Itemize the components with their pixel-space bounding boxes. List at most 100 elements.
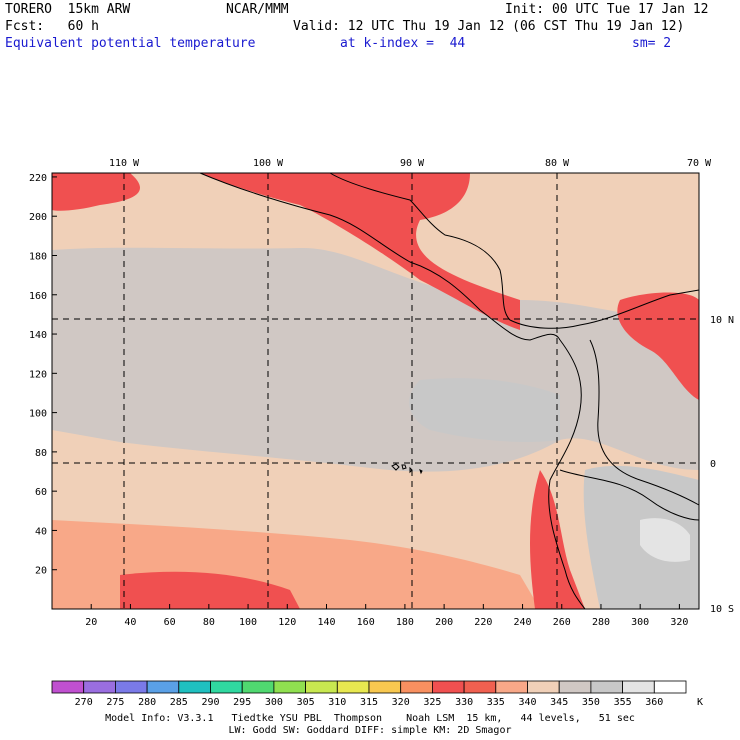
colorbar-level-label: 305	[297, 697, 315, 708]
galapagos-islands	[391, 463, 423, 475]
border-peru	[559, 469, 700, 521]
colorbar-swatch	[273, 680, 306, 694]
colorbar-level-label: 330	[455, 697, 473, 708]
colorbar-level-label: 315	[360, 697, 378, 708]
model-info-line2: LW: Godd SW: Goddard DIFF: simple KM: 2D…	[228, 725, 512, 736]
lon-label-110w: 110 W	[109, 158, 140, 169]
colorbar-level-label: 355	[614, 697, 632, 708]
colorbar-level-label: 320	[392, 697, 410, 708]
colorbar-level-label: 285	[170, 697, 188, 708]
y-axis-ticks: 220 200 180 160 140 120 100 80 60 40 20	[29, 173, 57, 577]
x-tick-label: 40	[124, 617, 136, 628]
colorbar-level-label: 290	[201, 697, 219, 708]
colorbar-swatch	[305, 680, 338, 694]
y-tick-label: 80	[35, 448, 47, 459]
lon-label-80w: 80 W	[545, 158, 570, 169]
colorbar-level-label: 345	[550, 697, 568, 708]
colorbar-level-label: 360	[645, 697, 663, 708]
y-tick-label: 60	[35, 487, 47, 498]
coastline-mexico	[199, 172, 561, 341]
x-tick-label: 180	[396, 617, 414, 628]
smoothing-label: sm= 2	[632, 36, 672, 51]
x-tick-label: 100	[239, 617, 257, 628]
y-tick-label: 20	[35, 566, 47, 577]
field-name: Equivalent potential temperature	[5, 36, 256, 51]
x-tick-label: 140	[317, 617, 335, 628]
map-frame	[51, 172, 700, 610]
colorbar-level-label: 295	[233, 697, 251, 708]
colorbar-swatch	[178, 680, 211, 694]
coastline-south-america	[548, 339, 586, 610]
y-tick-label: 180	[29, 251, 47, 262]
x-tick-label: 320	[670, 617, 688, 628]
colorbar-level-label: 280	[138, 697, 156, 708]
x-tick-label: 160	[357, 617, 375, 628]
x-tick-label: 220	[474, 617, 492, 628]
colorbar-swatch	[622, 680, 655, 694]
x-tick-label: 60	[164, 617, 176, 628]
colorbar-swatch	[653, 680, 687, 694]
y-tick-label: 140	[29, 330, 47, 341]
lat-label-10s: 10 S	[710, 604, 734, 615]
colorbar-swatch	[527, 680, 560, 694]
border-andes	[589, 339, 700, 506]
x-tick-label: 260	[553, 617, 571, 628]
colorbar-level-label: 340	[518, 697, 536, 708]
field-gray-lower	[52, 363, 560, 472]
x-tick-label: 120	[278, 617, 296, 628]
forecast-hour: Fcst: 60 h	[5, 19, 99, 34]
lon-label-100w: 100 W	[253, 158, 284, 169]
x-tick-label: 300	[631, 617, 649, 628]
field-mexico-red	[200, 173, 520, 330]
field-gray-center	[409, 378, 560, 442]
y-tick-label: 100	[29, 409, 47, 420]
model-name: TORERO 15km ARW	[5, 2, 131, 17]
colorbar-swatch	[431, 680, 465, 694]
colorbar-level-label: 325	[423, 697, 441, 708]
colorbar-swatch	[51, 680, 85, 694]
lon-label-90w: 90 W	[400, 158, 425, 169]
field-amazon-light	[640, 518, 690, 562]
colorbar-swatch	[336, 680, 370, 694]
colorbar-swatch	[400, 680, 433, 694]
colorbar-swatch	[115, 680, 148, 694]
colorbar-level-label: 270	[75, 697, 93, 708]
colorbar-swatch	[463, 680, 497, 694]
x-tick-label: 280	[592, 617, 610, 628]
center-name: NCAR/MMM	[226, 2, 289, 17]
colorbar-swatch	[558, 680, 592, 694]
colorbar-level-label: 300	[265, 697, 283, 708]
y-tick-label: 40	[35, 526, 47, 537]
colorbar-swatch	[146, 680, 180, 694]
map-area	[51, 172, 700, 610]
lat-label-10n: 10 N	[710, 315, 734, 326]
lat-label-0: 0	[710, 459, 716, 470]
colorbar-swatch	[83, 680, 116, 694]
colorbar-level-label: 275	[106, 697, 124, 708]
colorbar-level-label: 335	[487, 697, 505, 708]
level-label: at k-index = 44	[340, 36, 466, 51]
lon-label-70w: 70 W	[687, 158, 712, 169]
colorbar-swatch	[368, 680, 402, 694]
x-tick-label: 200	[435, 617, 453, 628]
y-tick-label: 120	[29, 369, 47, 380]
colorbar-level-label: 310	[328, 697, 346, 708]
y-tick-label: 200	[29, 212, 47, 223]
init-time: Init: 00 UTC Tue 17 Jan 12	[505, 2, 709, 17]
field-south-red	[120, 571, 300, 609]
colorbar-swatch	[241, 680, 275, 694]
colorbar-unit: K	[697, 697, 703, 708]
y-tick-label: 160	[29, 291, 47, 302]
colorbar-swatch	[590, 680, 624, 694]
y-tick-label: 220	[29, 173, 47, 184]
colorbar-swatch	[495, 680, 528, 694]
model-info-line1: Model Info: V3.3.1 Tiedtke YSU PBL Thomp…	[105, 713, 635, 724]
x-tick-label: 80	[203, 617, 215, 628]
x-tick-label: 240	[514, 617, 532, 628]
lat-lon-grid	[52, 173, 699, 609]
coastline-caribbean	[329, 172, 700, 329]
colorbar-swatch	[210, 680, 243, 694]
valid-time: Valid: 12 UTC Thu 19 Jan 12 (06 CST Thu …	[293, 19, 685, 34]
field-north-red	[52, 173, 140, 211]
